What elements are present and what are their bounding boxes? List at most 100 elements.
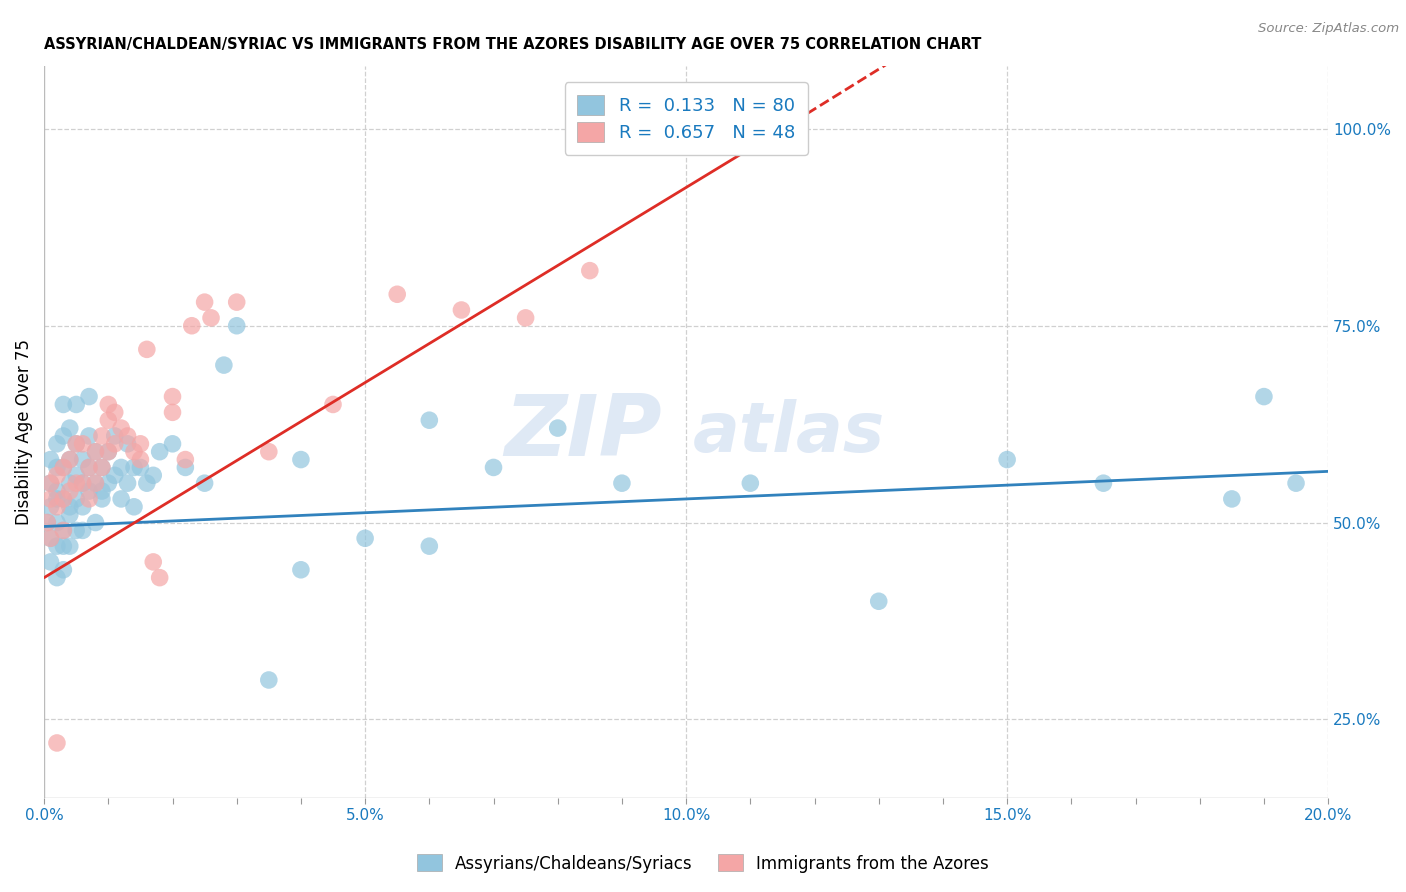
Point [65,491,87,506]
Point [149,571,172,585]
Point [418,539,440,553]
Point [77,484,100,499]
Point [46,484,69,499]
Point [257,444,280,458]
Point [450,303,472,318]
Point [162,405,184,419]
Point [180,318,202,333]
Point [104,429,127,443]
Point [39,452,62,467]
Point [59,421,82,435]
Point [46,539,69,553]
Point [37,516,59,530]
Point [59,508,82,522]
Point [122,460,145,475]
Point [225,318,247,333]
Point [110,421,132,435]
Point [77,491,100,506]
Point [117,476,139,491]
Point [37,516,59,530]
Point [104,405,127,419]
Point [52,524,75,538]
Point [46,468,69,483]
Point [52,563,75,577]
Text: Source: ZipAtlas.com: Source: ZipAtlas.com [1258,22,1399,36]
Point [77,429,100,443]
Point [90,460,112,475]
Point [72,476,94,491]
Point [515,310,537,325]
Point [65,397,87,411]
Point [46,736,69,750]
Point [1253,390,1275,404]
Point [72,437,94,451]
Point [194,295,217,310]
Text: ZIP: ZIP [505,391,662,474]
Point [135,476,157,491]
Point [104,468,127,483]
Point [84,444,107,458]
Point [52,429,75,443]
Point [117,437,139,451]
Point [142,555,165,569]
Point [59,452,82,467]
Point [59,484,82,499]
Point [482,460,505,475]
Point [46,437,69,451]
Point [59,539,82,553]
Point [122,444,145,458]
Point [1285,476,1308,491]
Point [52,491,75,506]
Point [387,287,409,301]
Point [65,476,87,491]
Legend: R =  0.133   N = 80, R =  0.657   N = 48: R = 0.133 N = 80, R = 0.657 N = 48 [565,82,807,154]
Point [117,429,139,443]
Point [90,491,112,506]
Point [225,295,247,310]
Point [322,397,344,411]
Point [77,460,100,475]
Point [72,524,94,538]
Point [579,263,602,277]
Point [72,500,94,514]
Point [97,444,120,458]
Point [65,524,87,538]
Point [39,500,62,514]
Text: atlas: atlas [693,399,884,466]
Point [46,460,69,475]
Point [46,500,69,514]
Point [122,500,145,514]
Point [59,452,82,467]
Point [547,421,569,435]
Point [129,437,152,451]
Point [39,476,62,491]
Point [97,413,120,427]
Point [52,460,75,475]
Point [162,390,184,404]
Point [84,476,107,491]
Point [135,343,157,357]
Point [90,460,112,475]
Point [90,429,112,443]
Point [52,491,75,506]
Legend: Assyrians/Chaldeans/Syriacs, Immigrants from the Azores: Assyrians/Chaldeans/Syriacs, Immigrants … [411,847,995,880]
Point [142,468,165,483]
Point [72,452,94,467]
Point [77,460,100,475]
Text: ASSYRIAN/CHALDEAN/SYRIAC VS IMMIGRANTS FROM THE AZORES DISABILITY AGE OVER 75 CO: ASSYRIAN/CHALDEAN/SYRIAC VS IMMIGRANTS F… [44,37,981,53]
Point [174,460,197,475]
Point [290,563,312,577]
Point [97,444,120,458]
Point [162,437,184,451]
Point [97,476,120,491]
Point [110,460,132,475]
Point [1220,491,1243,506]
Point [84,516,107,530]
Point [354,531,377,545]
Point [39,491,62,506]
Point [418,413,440,427]
Point [39,531,62,545]
Point [46,571,69,585]
Point [868,594,890,608]
Point [59,476,82,491]
